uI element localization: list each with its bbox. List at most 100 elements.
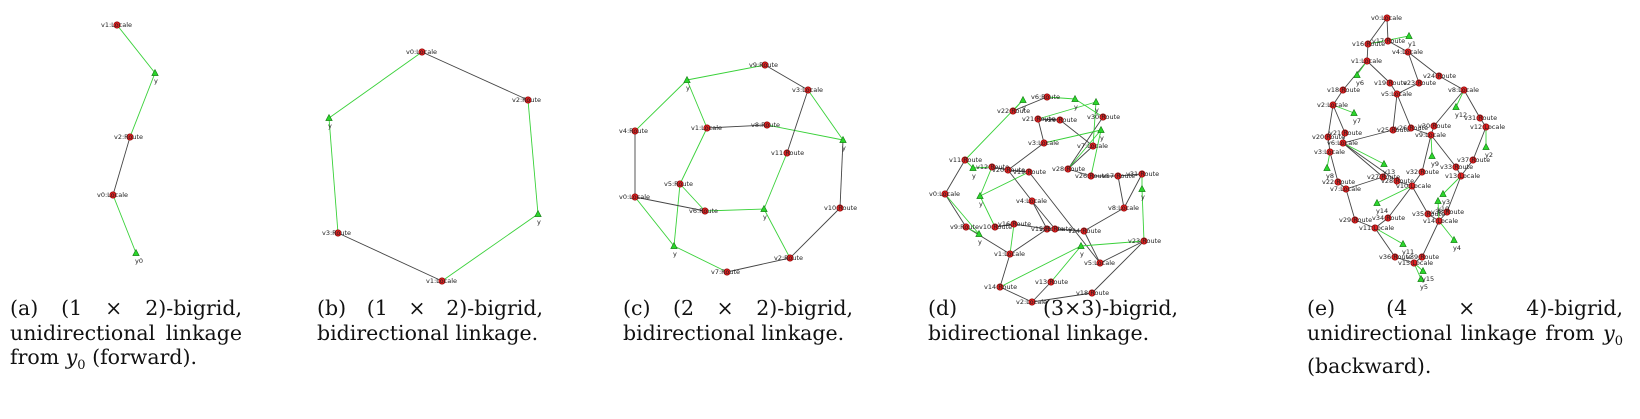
node-v12[interactable]: v12:Locale (1470, 123, 1505, 131)
node-v36[interactable]: v36:Route (1379, 253, 1412, 261)
node-y4[interactable]: y (670, 241, 678, 259)
node-v9[interactable]: v9:Locale (1415, 131, 1446, 139)
node-v1[interactable]: v1:Locale (101, 21, 132, 29)
node-v35[interactable]: v35:Route (1412, 210, 1445, 218)
node-y1[interactable]: y (683, 75, 691, 93)
node-v2[interactable]: v2:Route (512, 96, 541, 104)
node-v14[interactable]: v14:Locale (1423, 217, 1458, 225)
node-v33[interactable]: v33:Route (1440, 163, 1473, 171)
node-v0[interactable]: v0:Locale (1371, 14, 1402, 22)
node-v16[interactable]: v16:Route (998, 220, 1031, 228)
node-v24[interactable]: v24:Route (1423, 72, 1456, 80)
node-v10[interactable]: v10:Route (979, 223, 1012, 231)
node-v15[interactable]: v15:Locale (1398, 259, 1433, 267)
node-y3[interactable]: y (969, 163, 977, 181)
node-v7[interactable]: v7:Route (711, 268, 740, 276)
node-y3[interactable]: y (760, 204, 768, 222)
node-v3[interactable]: v3:Route (322, 229, 351, 237)
node-v10[interactable]: v10:Route (824, 204, 857, 212)
node-y2[interactable]: y (839, 135, 847, 153)
node-v10[interactable]: v10:Locale (1396, 182, 1431, 190)
node-v30[interactable]: v30:Route (1418, 122, 1451, 130)
node-ya[interactable]: y (151, 68, 159, 86)
node-v22[interactable]: v22:Route (997, 107, 1030, 115)
node-v1[interactable]: v1:Locale (691, 124, 722, 132)
node-y8[interactable]: y (975, 229, 983, 247)
node-v12[interactable]: v12:Route (976, 163, 1009, 171)
node-v25[interactable]: v25:Route (1377, 126, 1410, 134)
node-y1[interactable]: y1 (1405, 31, 1416, 49)
node-v29[interactable]: v29:Route (1044, 116, 1077, 124)
node-v2[interactable]: v2:Locale (1317, 101, 1348, 109)
node-v15[interactable]: v15:Route (1031, 225, 1064, 233)
node-v4[interactable]: v4:Locale (1392, 48, 1423, 56)
node-y4[interactable]: y4 (1450, 235, 1461, 253)
node-v28[interactable]: v28:Route (1381, 177, 1414, 185)
node-y9[interactable]: y (1077, 241, 1085, 259)
node-v18[interactable]: v18:Route (1327, 86, 1360, 94)
node-v7[interactable]: v7:Locale (1077, 142, 1108, 150)
node-v6[interactable]: v6:Route (689, 207, 718, 215)
node-v21[interactable]: v21:Route (1329, 129, 1362, 137)
node-v9[interactable]: v9:Route (749, 61, 778, 69)
node-v11[interactable]: v11:Route (949, 156, 982, 164)
node-v1[interactable]: v1:Locale (1351, 57, 1382, 65)
node-v4[interactable]: v4:Locale (1016, 197, 1047, 205)
node-yb[interactable]: y (325, 113, 333, 131)
node-y12[interactable]: y12 (1452, 102, 1467, 120)
node-v14[interactable]: v14:Route (984, 283, 1017, 291)
node-v11[interactable]: v11:Locale (1359, 224, 1394, 232)
node-y6[interactable]: y6 (1353, 70, 1364, 88)
node-y5[interactable]: y5 (1417, 274, 1428, 292)
node-v0[interactable]: v0:Locale (929, 190, 960, 198)
node-v7[interactable]: v7:Locale (1330, 185, 1361, 193)
node-v29[interactable]: v29:Route (1339, 216, 1372, 224)
node-v19[interactable]: v19:Route (1374, 79, 1407, 87)
node-y1[interactable]: y (1071, 94, 1079, 112)
node-y7[interactable]: y (976, 191, 984, 209)
node-y7[interactable]: y7 (1350, 108, 1361, 126)
node-y0[interactable]: y0 (132, 248, 143, 266)
node-v19[interactable]: v19:Route (1013, 168, 1046, 176)
node-v3[interactable]: v3:Locale (792, 86, 823, 94)
node-v38[interactable]: v38:Route (1431, 208, 1464, 216)
node-y8[interactable]: y8 (1323, 163, 1334, 181)
node-v6[interactable]: v6:Locale (1327, 139, 1358, 147)
node-y2[interactable]: y (1019, 95, 1027, 113)
node-v20[interactable]: v20:Route (992, 166, 1025, 174)
node-v0[interactable]: v0:Locale (97, 191, 128, 199)
node-v4[interactable]: v4:Route (619, 127, 648, 135)
node-v16[interactable]: v16:Route (1352, 40, 1385, 48)
node-v17[interactable]: v17:Route (1372, 37, 1405, 45)
node-v24[interactable]: v24:Route (1068, 227, 1101, 235)
node-v5[interactable]: v5:Locale (1381, 90, 1412, 98)
node-ya[interactable]: y (534, 209, 542, 227)
node-v28[interactable]: v28:Route (1052, 165, 1085, 173)
node-v27[interactable]: v27:Route (1367, 173, 1400, 181)
node-v39[interactable]: v39:Route (1406, 253, 1439, 261)
node-y14[interactable]: y14 (1373, 198, 1388, 216)
node-v2[interactable]: v2:Route (114, 133, 143, 141)
node-y15[interactable]: y15 (1419, 266, 1434, 284)
node-v11[interactable]: v11:Route (771, 149, 804, 157)
node-v3[interactable]: v3:Locale (1314, 148, 1345, 156)
node-v9[interactable]: v9:Route (950, 223, 979, 231)
node-y13[interactable]: y13 (1380, 159, 1395, 177)
node-v31[interactable]: v31:Route (1464, 114, 1497, 122)
node-v21[interactable]: v21:Route (1022, 115, 1055, 123)
node-v30[interactable]: v30:Route (1087, 113, 1120, 121)
node-y10[interactable]: y10 (1434, 196, 1449, 214)
node-v0[interactable]: v0:Locale (406, 48, 437, 56)
node-v1[interactable]: v1:Locale (426, 277, 457, 285)
node-v37[interactable]: v37:Route (1457, 156, 1490, 164)
node-v6[interactable]: v6:Route (1031, 93, 1060, 101)
node-v8[interactable]: v8:Locale (1108, 204, 1139, 212)
node-v22[interactable]: v22:Route (1322, 178, 1355, 186)
node-v34[interactable]: v34:Route (1372, 214, 1405, 222)
node-y4[interactable]: y (1138, 184, 1146, 202)
node-v18[interactable]: v18:Route (1076, 289, 1109, 297)
node-v23[interactable]: v23:Route (1128, 237, 1161, 245)
node-v5[interactable]: v5:Route (664, 180, 693, 188)
node-v8[interactable]: v8:Locale (1448, 86, 1479, 94)
node-v3[interactable]: v3:Locale (1028, 139, 1059, 147)
